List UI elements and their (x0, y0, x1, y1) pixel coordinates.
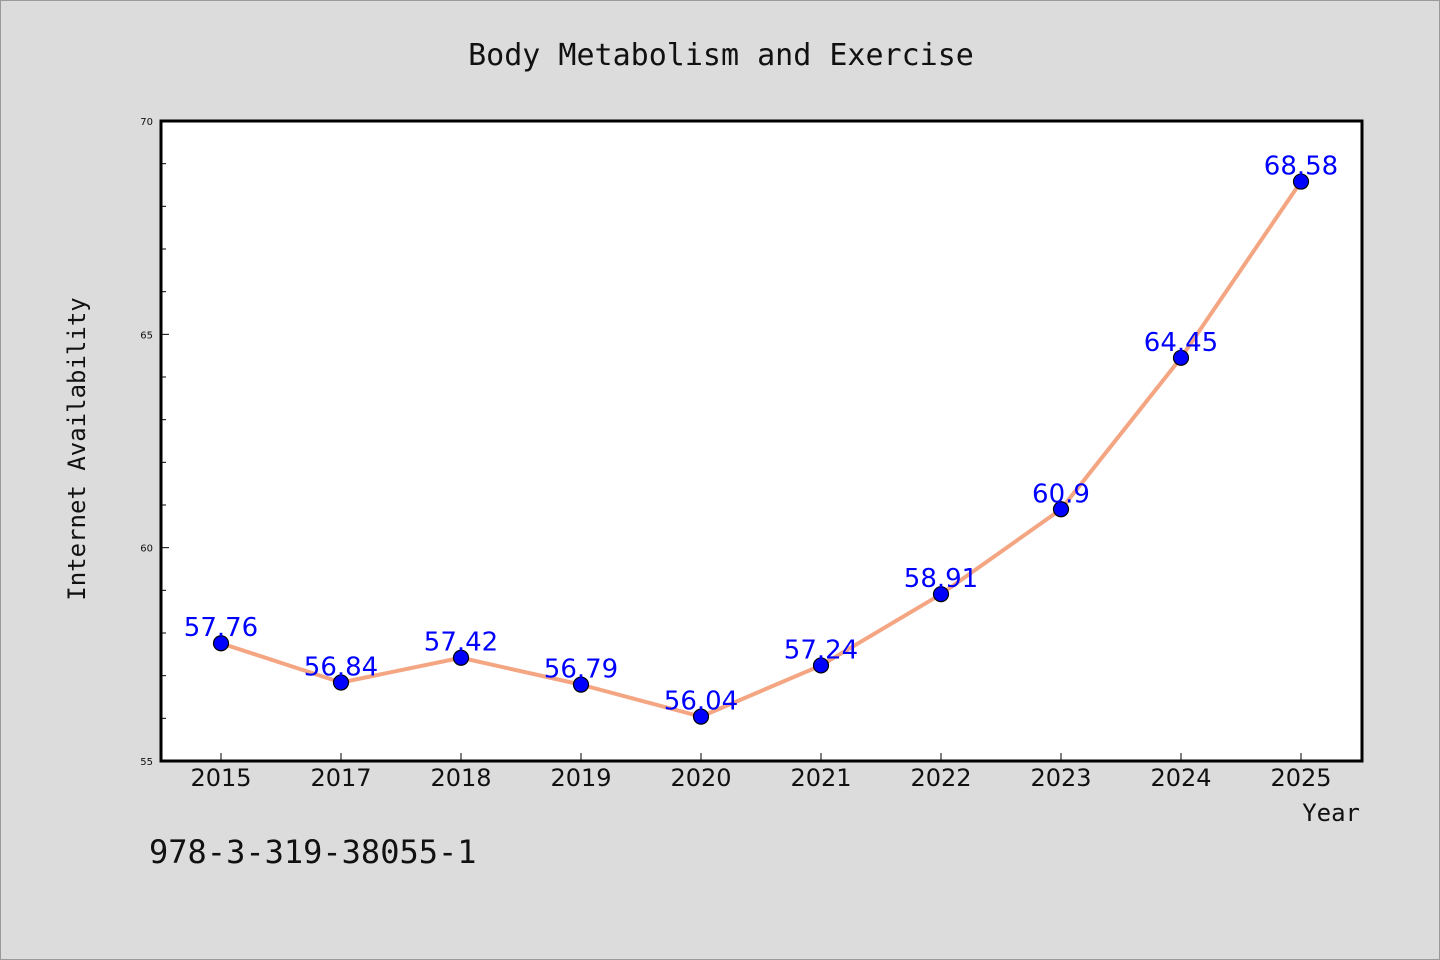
data-labels: 57.76 56.84 57.42 56.79 56.04 57.24 58.91 60.9 6… (184, 152, 1338, 717)
x-axis-title: Year (1302, 799, 1360, 827)
data-point (452, 649, 470, 666)
footnote-isbn: 978-3-319-38055-1 (149, 833, 477, 871)
x-tick-label: 2022 (910, 764, 971, 792)
x-axis: 2015 2017 2018 2019 2020 2021 2022 2023 2024 2025 (190, 753, 1332, 792)
series-group (212, 173, 1310, 725)
data-point (692, 708, 710, 725)
y-tick-label: 65 (140, 330, 153, 341)
data-label: 60.9 (1032, 479, 1090, 509)
data-label: 58.91 (904, 564, 978, 594)
x-tick-label: 2017 (310, 764, 371, 792)
y-tick-label: 55 (140, 757, 153, 768)
y-tick-label: 60 (140, 544, 153, 555)
data-label: 56.84 (304, 652, 378, 682)
chart-title: Body Metabolism and Exercise (468, 38, 974, 73)
data-label: 68.58 (1264, 152, 1338, 182)
data-point (812, 657, 830, 674)
data-label: 57.42 (424, 628, 498, 658)
x-tick-label: 2018 (430, 764, 491, 792)
plot-area (159, 119, 1364, 763)
data-point (1052, 501, 1070, 518)
y-axis-title: Internet Availability (63, 297, 91, 600)
x-tick-label: 2021 (790, 764, 851, 792)
data-label: 64.45 (1144, 328, 1218, 358)
y-tick-label: 70 (140, 117, 153, 128)
x-tick-label: 2020 (670, 764, 731, 792)
y-axis: 55 60 65 70 (140, 117, 169, 768)
data-label: 56.04 (664, 687, 738, 717)
data-label: 57.76 (184, 613, 258, 643)
x-tick-label: 2015 (190, 764, 251, 792)
x-tick-label: 2023 (1030, 764, 1091, 792)
data-point (1172, 349, 1190, 366)
data-point (932, 586, 950, 603)
x-tick-label: 2024 (1150, 764, 1211, 792)
data-label: 57.24 (784, 635, 858, 665)
data-label: 56.79 (544, 655, 618, 685)
x-tick-label: 2025 (1270, 764, 1331, 792)
data-point (332, 674, 350, 691)
data-point (572, 676, 590, 693)
x-tick-label: 2019 (550, 764, 611, 792)
data-point (1292, 173, 1310, 190)
data-point (212, 635, 230, 652)
series-line (220, 180, 1303, 719)
